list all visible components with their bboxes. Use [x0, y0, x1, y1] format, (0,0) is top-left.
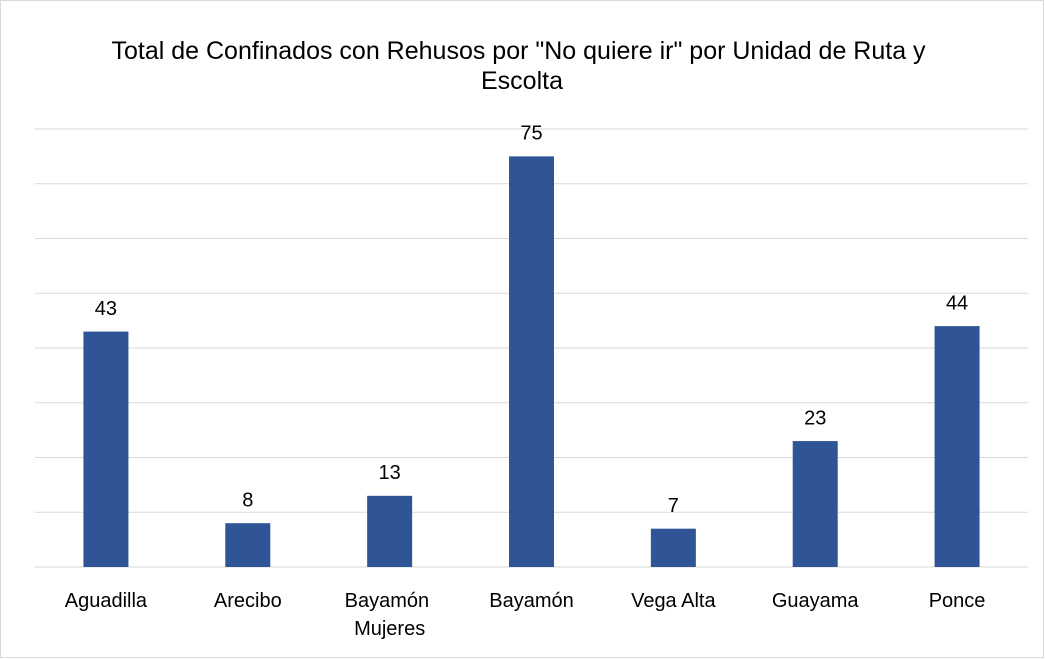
- x-tick-label: Ponce: [929, 590, 986, 612]
- x-tick-label: Arecibo: [214, 590, 282, 612]
- x-tick-label: Vega Alta: [631, 590, 716, 612]
- x-tick-label: Aguadilla: [65, 590, 148, 612]
- data-label: 13: [379, 462, 401, 484]
- bar: [225, 523, 271, 567]
- x-tick-label: Guayama: [772, 590, 860, 612]
- x-tick-label: Bayamón: [489, 590, 574, 612]
- data-label: 43: [95, 298, 117, 320]
- data-label: 23: [804, 407, 826, 429]
- bar: [509, 156, 554, 567]
- bar: [650, 528, 696, 567]
- data-label: 8: [242, 489, 253, 511]
- data-label: 75: [520, 123, 542, 145]
- x-tick-label: Bayamón Mujeres: [345, 590, 435, 640]
- chart-title: Total de Confinados con Rehusos por "No …: [112, 37, 933, 95]
- bar: [934, 326, 980, 567]
- data-label: 44: [946, 292, 968, 314]
- data-label: 7: [668, 495, 679, 517]
- bar: [83, 331, 129, 567]
- bar: [367, 495, 413, 567]
- bar: [792, 441, 838, 567]
